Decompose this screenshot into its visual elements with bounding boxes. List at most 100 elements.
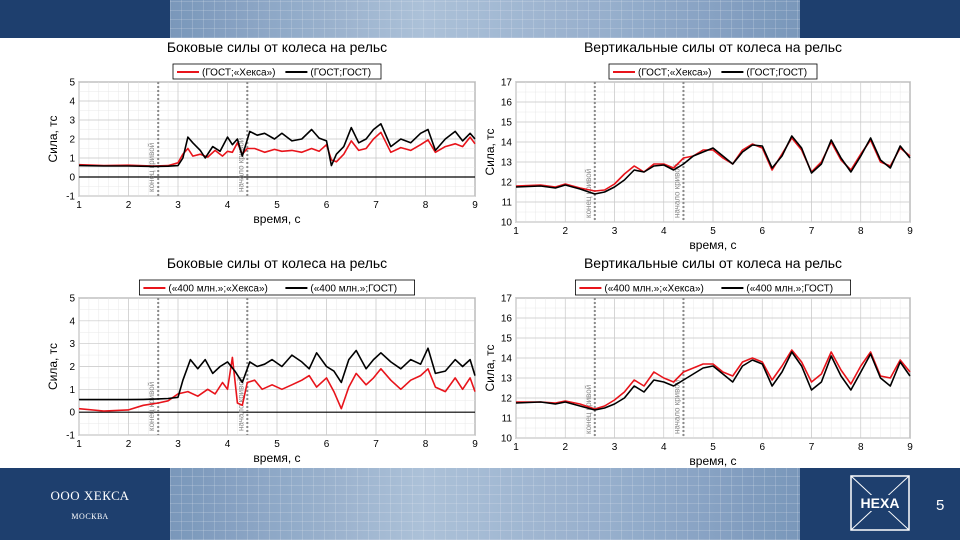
y-tick-label: -1: [66, 431, 75, 442]
x-tick-label: 5: [710, 442, 716, 453]
series-line-red: [78, 131, 476, 167]
x-tick-label: 9: [472, 200, 478, 211]
x-tick-label: 3: [612, 226, 618, 237]
y-tick-label: 13: [501, 158, 513, 169]
y-tick-label: 15: [501, 118, 513, 129]
x-tick-label: 2: [126, 439, 132, 450]
curve-marker-label: конец кривой: [584, 385, 593, 434]
legend-label: (ГОСТ;ГОСТ): [310, 68, 371, 79]
series-line-black: [79, 347, 476, 401]
y-tick-label: 17: [501, 78, 513, 89]
x-tick-label: 8: [423, 200, 429, 211]
y-tick-label: 0: [69, 408, 75, 419]
curve-marker-label: начало кривой: [672, 380, 681, 434]
y-axis-label: Сила, тс: [483, 128, 497, 175]
chart-title: Вертикальные силы от колеса на рельс: [584, 255, 842, 271]
x-tick-label: 7: [373, 439, 379, 450]
y-tick-label: 16: [501, 314, 513, 325]
x-tick-label: 6: [324, 439, 330, 450]
chart-4: Вертикальные силы от колеса на рельс 1 2 3 4…: [483, 255, 913, 468]
x-tick-label: 1: [76, 200, 82, 211]
top-banner: [0, 0, 960, 38]
company-block: ООО ХЕКСА МОСКВА: [40, 488, 140, 521]
x-axis-label: время, с: [253, 451, 300, 465]
x-tick-label: 7: [809, 442, 815, 453]
y-tick-label: 11: [502, 198, 513, 209]
legend: («400 млн.»;«Хекса») («400 млн.»;ГОСТ): [138, 279, 416, 296]
x-tick-label: 7: [373, 200, 379, 211]
y-tick-label: 17: [501, 294, 513, 305]
chart-title: Боковые силы от колеса на рельс: [167, 255, 387, 271]
legend: («400 млн.»;«Хекса») («400 млн.»;ГОСТ): [575, 279, 852, 296]
x-tick-label: 2: [126, 200, 132, 211]
y-tick-label: 11: [502, 414, 513, 425]
y-tick-label: 2: [69, 135, 75, 146]
y-tick-label: 10: [501, 434, 513, 445]
x-tick-label: 7: [809, 226, 815, 237]
x-tick-label: 4: [661, 226, 667, 237]
y-tick-label: 14: [501, 354, 513, 365]
x-tick-label: 3: [612, 442, 618, 453]
legend-label: («400 млн.»;«Хекса»): [604, 284, 703, 295]
legend-box: [575, 279, 852, 296]
mesh-image-top: [170, 0, 800, 38]
legend-box: [608, 63, 818, 80]
y-tick-label: 1: [69, 385, 75, 396]
curve-marker-label: конец кривой: [147, 143, 156, 192]
x-tick-label: 6: [759, 226, 765, 237]
series-line-black: [78, 123, 476, 168]
legend-box: [138, 279, 416, 296]
y-tick-label: 5: [69, 294, 75, 305]
page-number: 5: [936, 497, 945, 514]
legend-label: (ГОСТ;ГОСТ): [746, 68, 807, 79]
legend-label: («400 млн.»;ГОСТ): [746, 284, 833, 295]
y-tick-label: 14: [501, 138, 513, 149]
legend-label: (ГОСТ;«Хекса»): [202, 68, 275, 79]
y-tick-label: 3: [69, 339, 75, 350]
y-tick-label: 2: [69, 362, 75, 373]
y-tick-label: 16: [501, 98, 513, 109]
y-axis-label: Сила, тс: [46, 115, 60, 162]
chart-3: Боковые силы от колеса на рельс 1 2 3 4 5 6 7 8 9…: [46, 255, 478, 465]
x-tick-label: 2: [562, 226, 568, 237]
x-tick-label: 3: [175, 439, 181, 450]
y-tick-label: 0: [69, 173, 75, 184]
x-tick-label: 4: [225, 439, 231, 450]
x-axis-label: время, с: [253, 212, 300, 226]
x-tick-label: 6: [324, 200, 330, 211]
chart-title: Вертикальные силы от колеса на рельс: [584, 39, 842, 55]
x-tick-label: 9: [472, 439, 478, 450]
y-tick-label: 1: [69, 154, 75, 165]
mesh-image-bottom: [170, 468, 800, 540]
legend-label: (ГОСТ;«Хекса»): [638, 68, 711, 79]
x-tick-label: 5: [710, 226, 716, 237]
y-axis-label: Сила, тс: [46, 343, 60, 390]
series-line-black: [515, 351, 911, 411]
legend: (ГОСТ;«Хекса») (ГОСТ;ГОСТ): [608, 63, 818, 80]
charts-area: Боковые силы от колеса на рельс 1 2 3 4 5 6 7 8 9…: [46, 39, 913, 468]
y-axis-label: Сила, тс: [483, 344, 497, 391]
series-line-black: [515, 135, 911, 195]
legend-box: [172, 63, 382, 80]
y-tick-label: 5: [69, 78, 75, 89]
x-tick-label: 1: [76, 439, 82, 450]
x-axis-label: время, с: [689, 454, 736, 468]
x-tick-label: 8: [858, 226, 864, 237]
chart-1: Боковые силы от колеса на рельс 1 2 3 4 5 6 7 8 9…: [46, 39, 478, 226]
legend: (ГОСТ;«Хекса») (ГОСТ;ГОСТ): [172, 63, 382, 80]
curve-marker-label: конец кривой: [584, 169, 593, 218]
x-tick-label: 6: [759, 442, 765, 453]
legend-label: («400 млн.»;«Хекса»): [168, 284, 267, 295]
x-tick-label: 1: [513, 442, 519, 453]
y-tick-label: -1: [66, 192, 75, 203]
legend-label: («400 млн.»;ГОСТ): [310, 284, 397, 295]
company-city: МОСКВА: [71, 512, 109, 521]
x-tick-label: 1: [513, 226, 519, 237]
series-line-red: [516, 349, 911, 410]
x-tick-label: 3: [175, 200, 181, 211]
y-tick-label: 15: [501, 334, 513, 345]
x-tick-label: 2: [562, 442, 568, 453]
x-tick-label: 4: [661, 442, 667, 453]
x-tick-label: 4: [225, 200, 231, 211]
x-tick-label: 5: [274, 439, 280, 450]
